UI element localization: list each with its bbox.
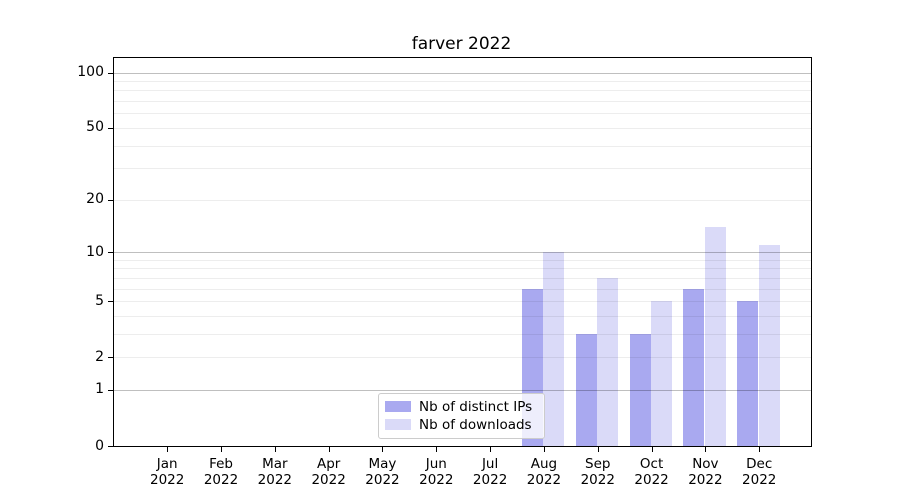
bar-downloads — [704, 226, 726, 446]
x-tick-label: Mar 2022 — [257, 456, 292, 488]
x-tick-label: Apr 2022 — [311, 456, 346, 488]
x-tick-label: Jun 2022 — [419, 456, 454, 488]
legend-label-distinct-ips: Nb of distinct IPs — [419, 398, 533, 415]
legend-swatch-downloads — [385, 419, 411, 430]
y-tick-mark — [108, 301, 114, 303]
bar-downloads — [758, 244, 780, 446]
x-tick-label: Nov 2022 — [688, 456, 723, 488]
x-tick-label: Jan 2022 — [150, 456, 185, 488]
bar-distinct-ips — [737, 301, 759, 446]
gridline-minor — [114, 199, 811, 201]
gridline-minor — [114, 113, 811, 115]
legend-entry-distinct-ips: Nb of distinct IPs — [385, 398, 536, 415]
legend: Nb of distinct IPs Nb of downloads — [378, 393, 545, 439]
y-tick-label: 5 — [95, 292, 104, 309]
chart-title: farver 2022 — [411, 34, 512, 54]
x-tick-label: Oct 2022 — [634, 456, 669, 488]
bar-distinct-ips — [683, 288, 705, 446]
gridline-minor — [114, 90, 811, 92]
y-tick-label: 2 — [95, 348, 104, 365]
x-tick-mark — [167, 447, 169, 452]
x-tick-mark — [543, 447, 545, 452]
gridline-minor — [114, 101, 811, 103]
y-tick-mark — [108, 72, 114, 74]
bar-distinct-ips — [575, 333, 597, 446]
x-tick-label: May 2022 — [365, 456, 400, 488]
y-tick-label: 100 — [77, 64, 104, 81]
y-tick-label: 1 — [95, 381, 104, 398]
gridline-minor — [114, 81, 811, 83]
legend-swatch-distinct-ips — [385, 401, 411, 412]
x-tick-mark — [382, 447, 384, 452]
y-tick-mark — [108, 127, 114, 129]
x-tick-mark — [651, 447, 653, 452]
bar-downloads — [597, 277, 619, 446]
y-tick-mark — [108, 389, 114, 391]
x-tick-mark — [597, 447, 599, 452]
x-tick-label: Dec 2022 — [742, 456, 777, 488]
y-tick-label: 10 — [86, 243, 104, 260]
gridline-minor — [114, 127, 811, 129]
x-tick-mark — [436, 447, 438, 452]
y-tick-mark — [108, 199, 114, 201]
x-tick-mark — [221, 447, 223, 452]
x-tick-mark — [759, 447, 761, 452]
x-tick-label: Sep 2022 — [580, 456, 615, 488]
x-tick-mark — [490, 447, 492, 452]
legend-entry-downloads: Nb of downloads — [385, 416, 536, 433]
legend-label-downloads: Nb of downloads — [419, 416, 532, 433]
gridline-minor — [114, 168, 811, 170]
gridline-major — [114, 72, 811, 74]
gridline-minor — [114, 145, 811, 147]
x-tick-label: Feb 2022 — [203, 456, 239, 488]
y-tick-label: 0 — [95, 437, 104, 454]
y-tick-mark — [108, 357, 114, 359]
y-tick-mark — [108, 446, 114, 447]
bar-distinct-ips — [629, 333, 651, 446]
y-tick-label: 50 — [86, 119, 104, 136]
y-tick-mark — [108, 252, 114, 253]
x-tick-label: Jul 2022 — [472, 456, 508, 488]
bar-downloads — [543, 252, 565, 446]
y-tick-label: 20 — [86, 191, 104, 208]
plot-area: Nb of distinct IPs Nb of downloads 0 1 2 5 1… — [77, 57, 812, 488]
x-tick-mark — [274, 447, 276, 452]
x-tick-label: Aug 2022 — [526, 456, 562, 488]
x-tick-mark — [328, 447, 330, 452]
x-tick-mark — [705, 447, 707, 452]
bar-downloads — [651, 301, 673, 446]
